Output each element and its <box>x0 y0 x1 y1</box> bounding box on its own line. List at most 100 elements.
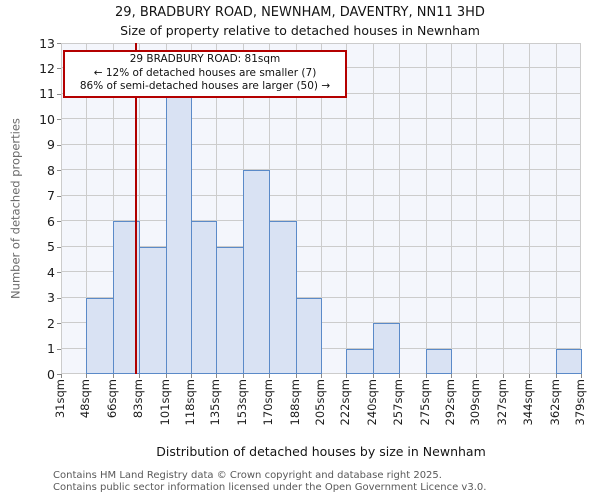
y-tick-label: 1 <box>47 341 55 357</box>
plot-area <box>61 43 582 374</box>
x-gridline <box>61 43 62 374</box>
x-tick-mark <box>191 374 192 378</box>
y-tick-mark <box>57 119 61 121</box>
x-gridline <box>216 43 218 374</box>
histogram-bar <box>138 246 167 374</box>
y-tick-label: 7 <box>47 188 55 204</box>
x-tick-mark <box>503 374 505 378</box>
x-gridline <box>555 43 557 374</box>
x-axis-label: Distribution of detached houses by size … <box>156 444 486 459</box>
x-gridline <box>503 43 505 374</box>
footer: Contains HM Land Registry data © Crown c… <box>53 470 486 493</box>
x-tick-label: 153sqm <box>235 379 250 426</box>
x-tick-label: 309sqm <box>468 379 483 426</box>
x-tick-mark <box>425 374 427 378</box>
footer-line-1: Contains HM Land Registry data © Crown c… <box>53 470 442 481</box>
x-tick-label: 118sqm <box>183 379 197 426</box>
y-tick-label: 5 <box>47 239 55 255</box>
y-tick-label: 13 <box>39 35 55 51</box>
x-tick-label: 292sqm <box>443 379 457 426</box>
x-tick-mark <box>113 374 115 378</box>
y-tick-label: 11 <box>39 86 55 102</box>
y-tick-mark <box>57 170 61 172</box>
x-tick-label: 344sqm <box>520 379 535 426</box>
histogram-bar <box>425 348 452 374</box>
x-tick-mark <box>451 374 452 378</box>
x-tick-mark <box>476 374 478 378</box>
x-tick-mark <box>398 374 400 378</box>
histogram-bar <box>295 297 322 374</box>
y-tick-mark <box>57 374 61 375</box>
y-tick-mark <box>57 246 61 248</box>
y-tick-mark <box>57 221 61 223</box>
x-gridline <box>451 43 452 374</box>
histogram-bar <box>216 246 245 374</box>
x-tick-mark <box>165 374 167 378</box>
x-gridline <box>346 43 348 374</box>
x-tick-mark <box>86 374 88 378</box>
x-tick-label: 327sqm <box>495 379 510 426</box>
y-tick-mark <box>57 68 61 70</box>
x-tick-label: 83sqm <box>130 379 145 419</box>
x-tick-mark <box>581 374 582 378</box>
histogram-bar <box>268 221 297 374</box>
histogram-bar <box>346 348 375 374</box>
y-tick-label: 0 <box>47 366 55 382</box>
x-tick-mark <box>528 374 530 378</box>
y-tick-mark <box>57 195 61 197</box>
x-gridline <box>476 43 478 374</box>
annotation-line-2: ← 12% of detached houses are smaller (7) <box>93 66 317 79</box>
x-tick-mark <box>243 374 245 378</box>
x-tick-mark <box>295 374 297 378</box>
y-tick-mark <box>57 43 61 44</box>
x-tick-mark <box>321 374 322 378</box>
x-tick-mark <box>216 374 218 378</box>
y-axis-label: Number of detached properties <box>8 118 23 299</box>
footer-line-2: Contains public sector information licen… <box>53 481 487 493</box>
y-tick-label: 8 <box>47 162 55 178</box>
y-tick-label: 12 <box>39 60 55 76</box>
x-tick-label: 379sqm <box>573 379 587 426</box>
y-tick-mark <box>57 144 61 146</box>
y-tick-label: 2 <box>47 315 55 331</box>
x-gridline <box>398 43 400 374</box>
y-tick-label: 6 <box>47 213 55 229</box>
x-tick-label: 135sqm <box>208 379 223 426</box>
x-gridline <box>373 43 375 374</box>
x-tick-mark <box>268 374 270 378</box>
histogram-bar <box>165 93 192 374</box>
x-tick-label: 257sqm <box>390 379 405 426</box>
x-tick-label: 48sqm <box>78 379 93 419</box>
x-tick-label: 240sqm <box>365 379 380 426</box>
histogram-bar <box>555 348 582 374</box>
y-tick-mark <box>57 297 61 299</box>
page-title: 29, BRADBURY ROAD, NEWNHAM, DAVENTRY, NN… <box>115 5 485 20</box>
histogram-bar <box>86 297 115 374</box>
page-subtitle: Size of property relative to detached ho… <box>120 23 480 38</box>
x-gridline <box>321 43 322 374</box>
x-tick-label: 101sqm <box>157 379 172 426</box>
x-tick-label: 31sqm <box>53 379 67 419</box>
annotation-line-1: 29 BRADBURY ROAD: 81sqm <box>129 53 281 65</box>
x-tick-mark <box>61 374 62 378</box>
property-annotation-box: 29 BRADBURY ROAD: 81sqm ← 12% of detache… <box>63 50 347 98</box>
x-gridline <box>580 43 581 374</box>
histogram-bar <box>373 323 400 374</box>
x-gridline <box>295 43 297 374</box>
x-tick-mark <box>373 374 375 378</box>
x-tick-label: 66sqm <box>105 379 120 419</box>
x-gridline <box>528 43 530 374</box>
y-tick-label: 4 <box>47 264 55 280</box>
y-tick-mark <box>57 93 61 95</box>
histogram-bar <box>191 221 218 374</box>
x-gridline <box>113 43 115 374</box>
x-tick-mark <box>555 374 557 378</box>
x-tick-label: 188sqm <box>287 379 302 426</box>
y-tick-mark <box>57 323 61 325</box>
y-tick-mark <box>57 348 61 350</box>
property-size-marker-line <box>134 43 137 374</box>
x-tick-mark <box>346 374 348 378</box>
y-tick-label: 3 <box>47 290 55 306</box>
x-tick-label: 362sqm <box>547 379 562 426</box>
